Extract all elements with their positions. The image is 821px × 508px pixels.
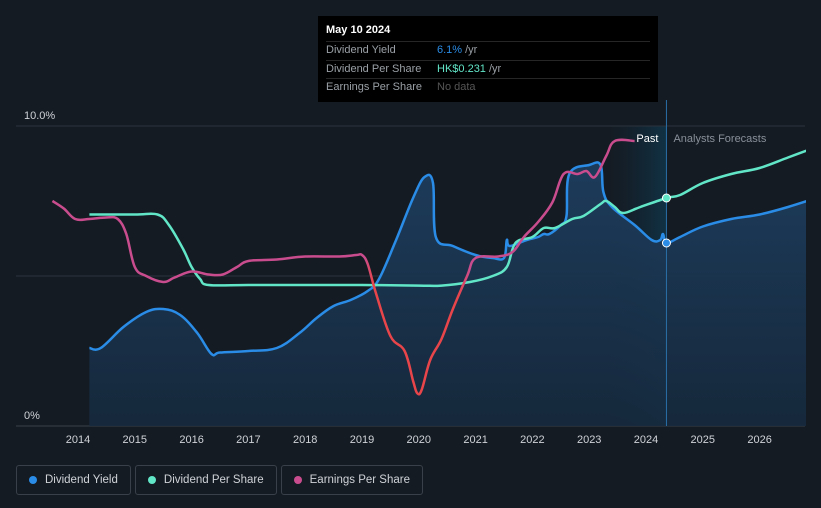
tooltip: May 10 2024 Dividend Yield 6.1%/yr Divid… <box>318 16 658 102</box>
tooltip-unit: /yr <box>488 62 502 75</box>
forecast-label: Analysts Forecasts <box>673 133 766 145</box>
legend-label: Dividend Yield <box>45 474 118 486</box>
tooltip-value-eps: No data <box>437 81 476 93</box>
x-tick-label: 2019 <box>350 434 374 446</box>
legend-item-dividend-per-share[interactable]: Dividend Per Share <box>134 465 277 495</box>
tooltip-unit: /yr <box>465 44 478 56</box>
legend-dot-icon <box>29 476 37 484</box>
tooltip-value-yield: 6.1% <box>437 44 463 56</box>
tooltip-value-dps: HK$0.231 <box>437 62 486 75</box>
x-tick-label: 2026 <box>747 434 771 446</box>
tooltip-row-earnings-per-share: Earnings Per Share No data <box>326 78 650 97</box>
tooltip-label: Dividend Yield <box>326 44 396 56</box>
legend-item-dividend-yield[interactable]: Dividend Yield <box>16 465 131 495</box>
dividend-yield-area <box>89 162 806 426</box>
legend-label: Dividend Per Share <box>163 474 264 486</box>
y-tick-label: 10.0% <box>24 110 55 122</box>
legend-dot-icon <box>293 476 302 484</box>
x-tick-label: 2018 <box>293 434 317 446</box>
tooltip-row-dividend-yield: Dividend Yield 6.1%/yr <box>326 41 650 60</box>
tooltip-label: Dividend Per Share <box>326 62 422 75</box>
x-tick-label: 2014 <box>66 434 90 446</box>
tooltip-date: May 10 2024 <box>326 24 391 36</box>
earnings-per-share-line <box>51 138 635 396</box>
x-tick-label: 2017 <box>236 434 260 446</box>
x-tick-label: 2024 <box>634 434 658 446</box>
x-tick-label: 2016 <box>179 434 203 446</box>
x-tick-label: 2025 <box>691 434 715 446</box>
legend: Dividend Yield Dividend Per Share Earnin… <box>16 465 423 495</box>
x-tick-label: 2023 <box>577 434 601 446</box>
dividend-per-share-marker <box>661 193 671 203</box>
x-tick-label: 2021 <box>463 434 487 446</box>
dividend-yield-marker <box>661 238 671 248</box>
x-tick-label: 2020 <box>407 434 431 446</box>
legend-label: Earnings Per Share <box>309 474 410 486</box>
tooltip-label: Earnings Per Share <box>326 81 422 93</box>
past-label: Past <box>636 133 658 145</box>
tooltip-row-dividend-per-share: Dividend Per Share HK$0.231/yr <box>326 59 650 79</box>
x-tick-label: 2022 <box>520 434 544 446</box>
legend-item-earnings-per-share[interactable]: Earnings Per Share <box>280 465 423 495</box>
y-tick-label: 0% <box>24 410 40 422</box>
legend-dot-icon <box>147 476 156 484</box>
dividend-yield-line <box>89 161 806 357</box>
x-tick-label: 2015 <box>123 434 147 446</box>
